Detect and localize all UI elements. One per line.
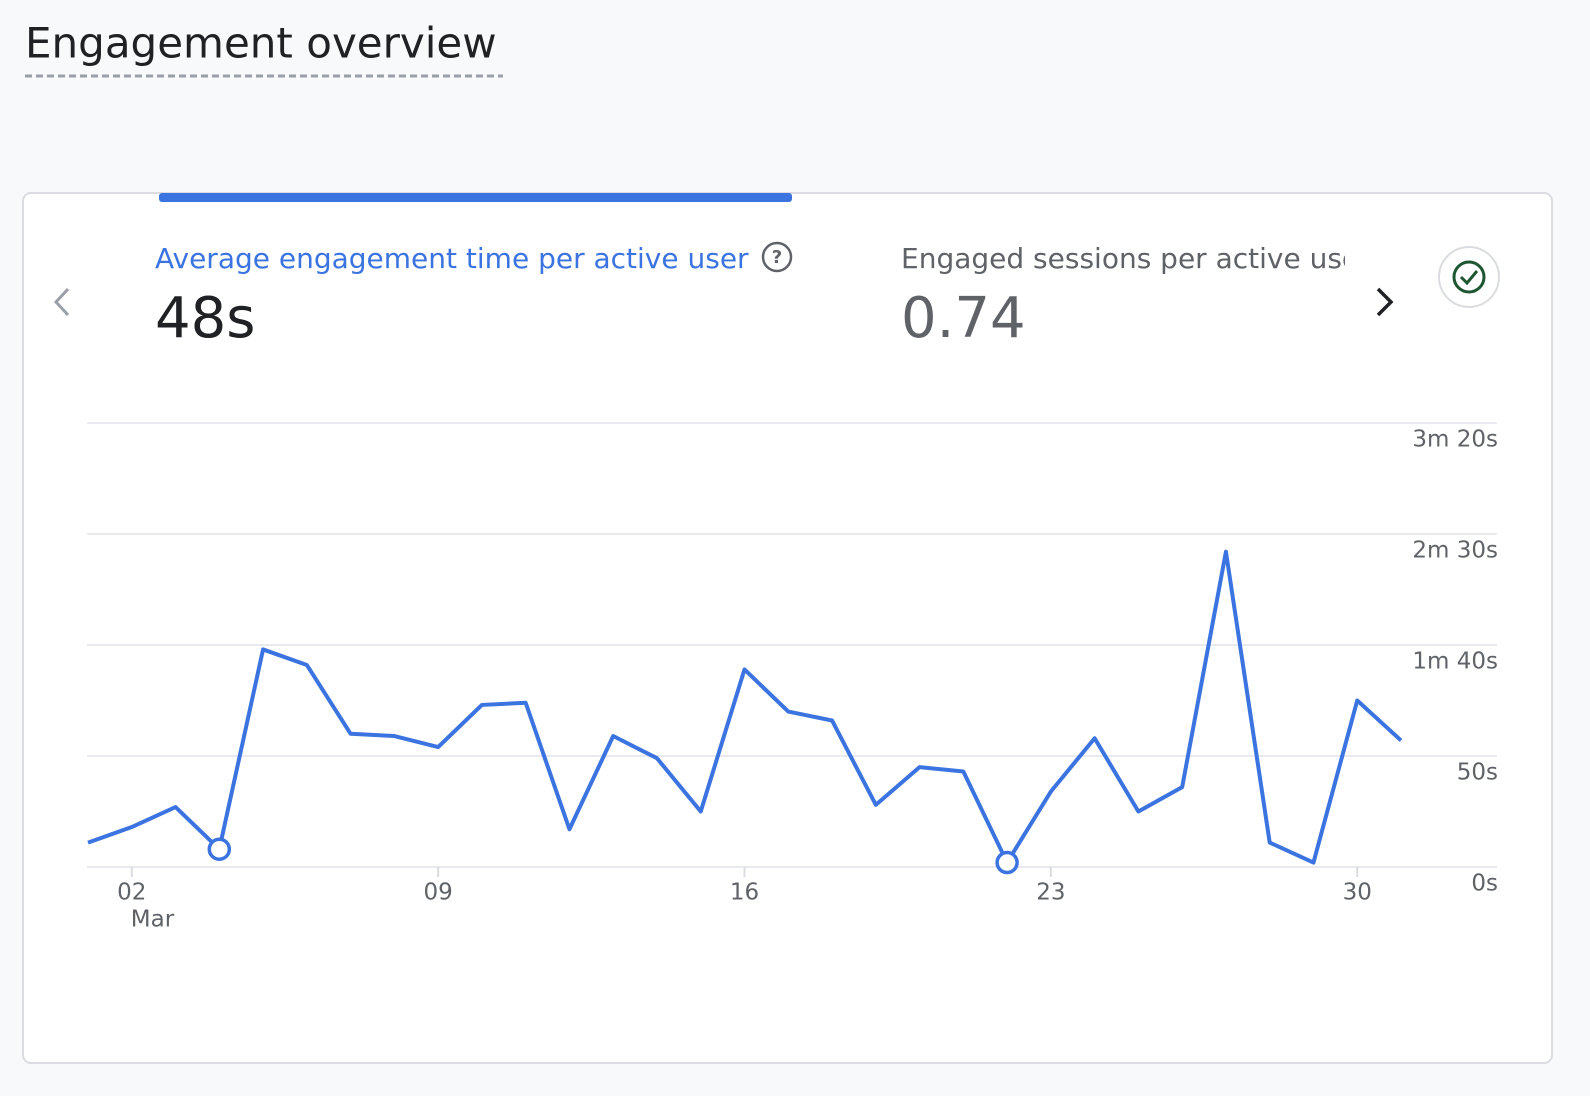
x-tick-label: 09 <box>423 880 452 906</box>
metric-label: Average engagement time per active user <box>155 242 749 275</box>
next-button[interactable] <box>1376 287 1394 317</box>
metric-value: 48s <box>155 286 255 351</box>
metric-tab[interactable]: Engaged sessions per active user 0.74 <box>901 242 1371 351</box>
y-tick-label: 0s <box>1471 871 1498 897</box>
page-title: Engagement overview <box>25 19 497 68</box>
check-circle <box>1452 260 1486 294</box>
metric-tab[interactable]: Average engagement time per active user … <box>155 241 793 351</box>
y-tick-label: 1m 40s <box>1412 649 1498 675</box>
help-icon-glyph: ? <box>772 247 782 268</box>
y-tick-label: 2m 30s <box>1412 538 1498 564</box>
metric-label: Engaged sessions per active user <box>901 242 1371 275</box>
highlight-point <box>995 850 1019 875</box>
x-tick-label: 23 <box>1036 880 1065 906</box>
y-tick-label: 3m 20s <box>1412 427 1498 453</box>
prev-button[interactable] <box>53 287 70 317</box>
x-tick-label: 30 <box>1343 880 1372 906</box>
x-month-label: Mar <box>131 907 175 933</box>
x-tick-label: 16 <box>730 880 759 906</box>
help-icon[interactable] <box>761 241 793 273</box>
highlight-point <box>207 837 232 861</box>
active-tab-indicator <box>159 193 792 202</box>
x-tick-label: 02 <box>117 880 146 906</box>
status-badge[interactable] <box>1438 246 1500 308</box>
metric-value: 0.74 <box>901 286 1026 351</box>
check-mark <box>1459 270 1479 286</box>
y-tick-label: 50s <box>1457 760 1498 786</box>
data-line <box>87 549 1403 865</box>
